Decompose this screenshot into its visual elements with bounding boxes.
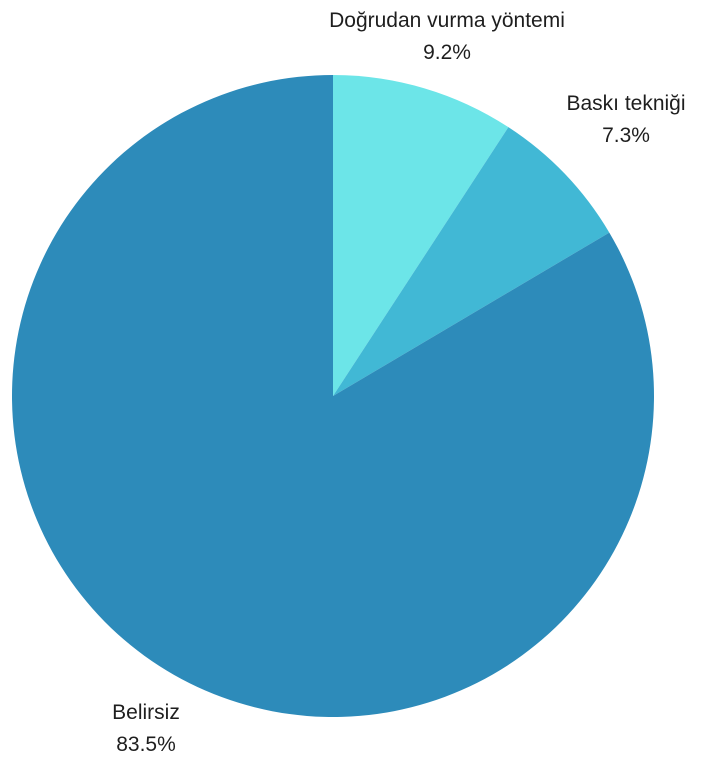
slice-label-2: Baskı tekniği (566, 92, 685, 115)
pie-slice-2 (333, 127, 610, 396)
slice-label-1: Doğrudan vurma yöntemi (329, 9, 565, 32)
slice-label-3: Belirsiz (112, 701, 180, 724)
slice-percentage-1: 9.2% (423, 41, 471, 64)
slice-percentage-2: 7.3% (602, 124, 650, 147)
slice-percentage-3: 83.5% (116, 733, 176, 756)
pie-slice-3 (11, 75, 654, 717)
pie-slice-1 (333, 75, 509, 396)
